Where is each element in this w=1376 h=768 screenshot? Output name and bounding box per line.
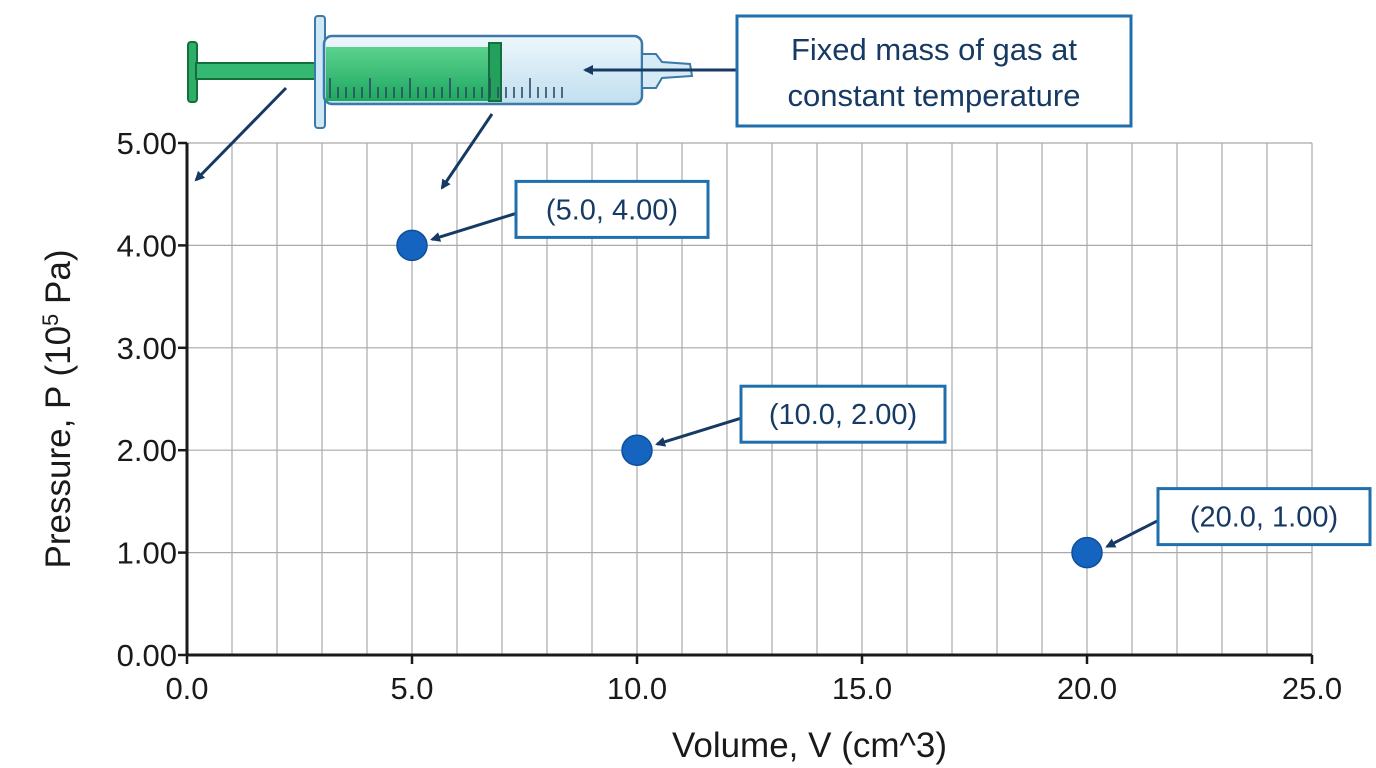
data-point	[1071, 536, 1103, 569]
y-axis-title-superscript: 5	[38, 314, 63, 326]
data-point	[621, 434, 653, 466]
point-callout: (5.0, 4.00)	[430, 179, 710, 242]
y-tick-label: 2.00	[117, 433, 177, 468]
point-callout: (10.0, 2.00)	[655, 384, 947, 447]
caption-line-1: Fixed mass of gas at	[791, 32, 1077, 67]
y-tick-label: 0.00	[117, 638, 177, 673]
y-axis-title: Pressure, P (105 Pa)	[38, 250, 79, 569]
point-label: (10.0, 2.00)	[769, 399, 917, 431]
y-tick-label: 1.00	[117, 536, 177, 571]
y-axis-title-suffix: Pa)	[39, 250, 78, 314]
x-tick-label: 5.0	[390, 671, 433, 706]
callout-box	[514, 179, 710, 239]
callout-arrow	[430, 211, 517, 242]
data-points	[396, 229, 1103, 569]
x-tick-label: 10.0	[607, 671, 667, 706]
point-label: (20.0, 1.00)	[1190, 502, 1338, 534]
syringe-icon	[187, 15, 694, 190]
callout-box	[739, 384, 947, 444]
point-callout: (20.0, 1.00)	[1105, 487, 1372, 548]
tick-labels: 0.0 5.0 10.0 15.0 20.0 25.0 0.00 1.00 2.00 3.00 4.…	[117, 126, 1343, 706]
x-axis-title: Volume, V (cm^3)	[672, 726, 947, 765]
chart-axes	[185, 143, 1312, 657]
y-tick-label: 5.00	[117, 126, 177, 161]
callout-arrow	[655, 416, 742, 447]
point-callouts: (5.0, 4.00) (10.0, 2.00) (20.0, 1.00)	[430, 179, 1372, 548]
callout-arrow	[1105, 519, 1159, 548]
x-tick-label: 25.0	[1282, 671, 1342, 706]
syringe-caption: Fixed mass of gas at constant temperatur…	[583, 14, 1133, 128]
x-tick-label: 0.0	[165, 671, 208, 706]
y-axis-title-prefix: Pressure, P (10	[39, 326, 78, 569]
data-point	[396, 229, 428, 262]
x-tick-label: 20.0	[1057, 671, 1117, 706]
callout-box	[1156, 487, 1372, 547]
y-tick-label: 3.00	[117, 331, 177, 366]
point-label: (5.0, 4.00)	[546, 194, 678, 226]
x-tick-label: 15.0	[832, 671, 892, 706]
caption-line-2: constant temperature	[788, 78, 1081, 113]
y-tick-label: 4.00	[117, 228, 177, 263]
